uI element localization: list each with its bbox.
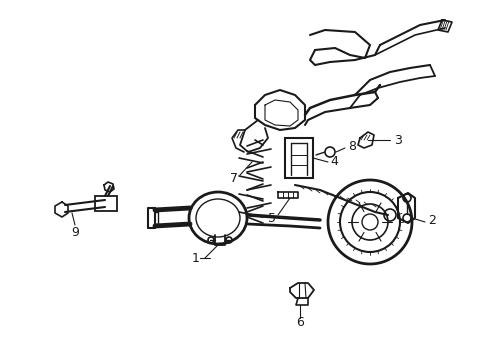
Text: 9: 9 (71, 225, 79, 239)
Circle shape (327, 180, 411, 264)
Ellipse shape (189, 192, 246, 244)
Bar (95, 196, 117, 211)
Text: 8: 8 (347, 140, 355, 153)
Text: 1: 1 (192, 252, 200, 265)
Text: 7: 7 (229, 171, 238, 185)
Text: 4: 4 (329, 154, 337, 167)
Text: 2: 2 (427, 213, 435, 226)
Text: 5: 5 (267, 212, 275, 225)
Text: 3: 3 (393, 134, 401, 147)
Text: 6: 6 (295, 316, 304, 329)
Bar (285, 138, 312, 178)
